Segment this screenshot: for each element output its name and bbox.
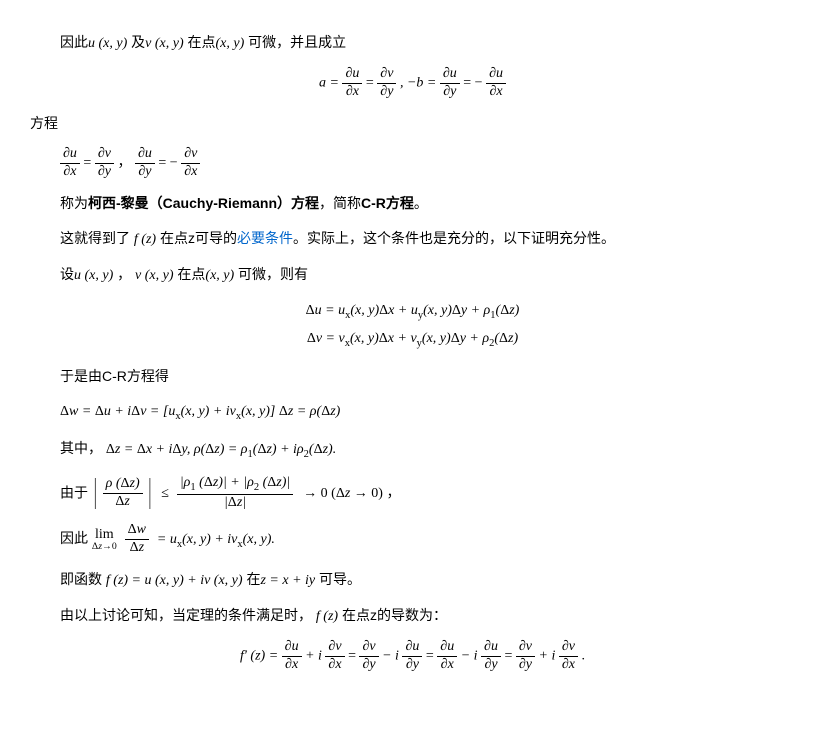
text: 可微，并且成立	[244, 34, 346, 50]
paragraph-1: 因此u (x, y) 及v (x, y) 在点(x, y) 可微，并且成立	[60, 30, 795, 56]
text: a =	[319, 76, 339, 91]
equation-1: a = ∂u∂x = ∂v∂y , −b = ∂u∂y = − ∂u∂x	[30, 66, 795, 101]
math: (x, y)	[216, 36, 245, 51]
term-cr: 柯西-黎曼（Cauchy-Riemann）方程	[88, 195, 319, 211]
text: = −	[463, 76, 482, 91]
term-cr-short: C-R方程	[361, 195, 414, 211]
paragraph-12: 由以上讨论可知，当定理的条件满足时， f (z) 在点z的导数为：	[60, 603, 795, 629]
equation-2: Δu = ux(x, y)Δx + uy(x, y)Δy + ρ1(Δz) Δv…	[30, 298, 795, 353]
text: 因此	[60, 34, 88, 50]
paragraph-7: 于是由C-R方程得	[60, 364, 795, 389]
limit: lim Δz→0	[92, 528, 117, 552]
link-necessary[interactable]: 必要条件	[237, 230, 293, 246]
paragraph-11: 即函数 f (z) = u (x, y) + iv (x, y) 在z = x …	[60, 567, 795, 593]
paragraph-4: 称为柯西-黎曼（Cauchy-Riemann）方程，简称C-R方程。	[60, 191, 795, 216]
frac: ρ (Δz) Δz	[103, 476, 143, 511]
equation-5: f′ (z) = ∂u∂x + i ∂v∂x = ∂v∂y − i ∂u∂y =…	[30, 639, 795, 674]
text: , −b =	[400, 76, 436, 91]
paragraph-9: 由于 | ρ (Δz) Δz | ≤ |ρ1 (Δz)| + |ρ2 (Δz)|…	[60, 475, 795, 512]
abs-bar: |	[149, 463, 152, 523]
paragraph-10: 因此 lim Δz→0 Δw Δz = ux(x, y) + ivx(x, y)…	[60, 522, 795, 557]
text: 在点	[184, 34, 216, 50]
equation-3: Δw = Δu + iΔv = [ux(x, y) + ivx(x, y)] Δ…	[60, 399, 795, 427]
abs-bar: |	[94, 463, 97, 523]
frac: |ρ1 (Δz)| + |ρ2 (Δz)| |Δz|	[177, 475, 293, 512]
text: =	[366, 76, 374, 91]
math: u (x, y)	[88, 36, 127, 51]
equation-cr: ∂u∂x = ∂v∂y ， ∂u∂y = − ∂v∂x	[60, 146, 795, 181]
paragraph-5: 这就得到了 f (z) 在点z可导的必要条件。实际上，这个条件也是充分的，以下证…	[60, 226, 795, 252]
paragraph-8: 其中， Δz = Δx + iΔy, ρ(Δz) = ρ1(Δz) + iρ2(…	[60, 436, 795, 465]
text: 及	[127, 34, 145, 50]
paragraph-2: 方程	[30, 111, 795, 136]
frac: Δw Δz	[125, 522, 149, 557]
paragraph-6: 设u (x, y) ， v (x, y) 在点(x, y) 可微，则有	[60, 262, 795, 288]
math: v (x, y)	[145, 36, 183, 51]
